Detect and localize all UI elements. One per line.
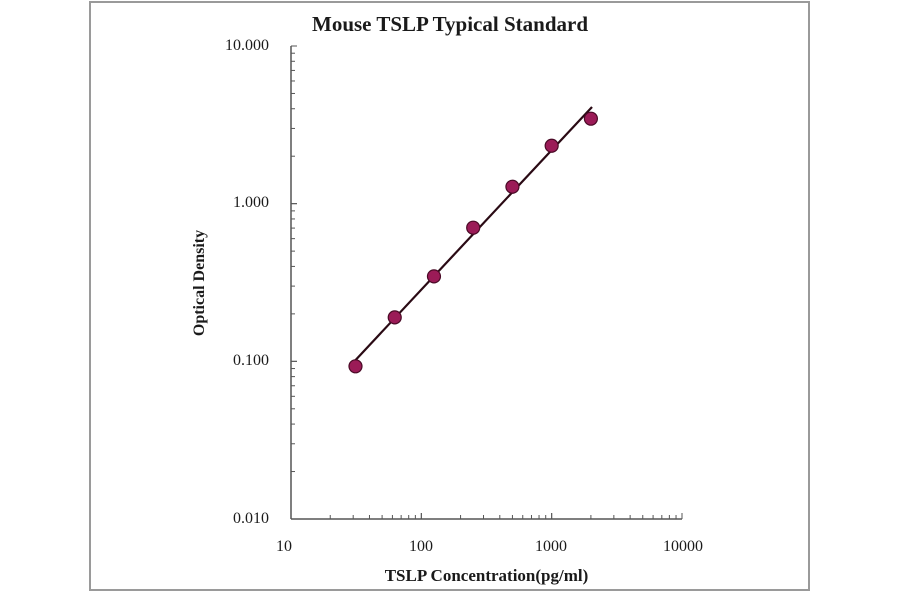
- data-point: [348, 359, 363, 374]
- x-tick-label: 1000: [535, 538, 567, 555]
- x-tick-label: 100: [409, 538, 433, 555]
- data-point: [544, 138, 559, 153]
- data-point: [505, 179, 520, 194]
- x-axis-label: TSLP Concentration(pg/ml): [384, 566, 589, 585]
- data-point: [387, 310, 402, 325]
- data-points: [348, 111, 599, 374]
- y-tick-label: 0.010: [233, 510, 269, 527]
- x-tick-label: 10000: [663, 538, 703, 555]
- axes: [290, 45, 683, 520]
- data-point: [466, 220, 481, 235]
- chart-frame: [89, 1, 810, 591]
- y-tick-label: 1.000: [233, 194, 269, 211]
- data-point: [583, 111, 599, 126]
- x-tick-label: 10: [276, 538, 292, 555]
- chart-title: Mouse TSLP Typical Standard: [312, 12, 588, 36]
- y-tick-label: 0.100: [233, 352, 269, 369]
- y-tick-label: 10.000: [225, 37, 269, 54]
- data-point: [426, 269, 442, 284]
